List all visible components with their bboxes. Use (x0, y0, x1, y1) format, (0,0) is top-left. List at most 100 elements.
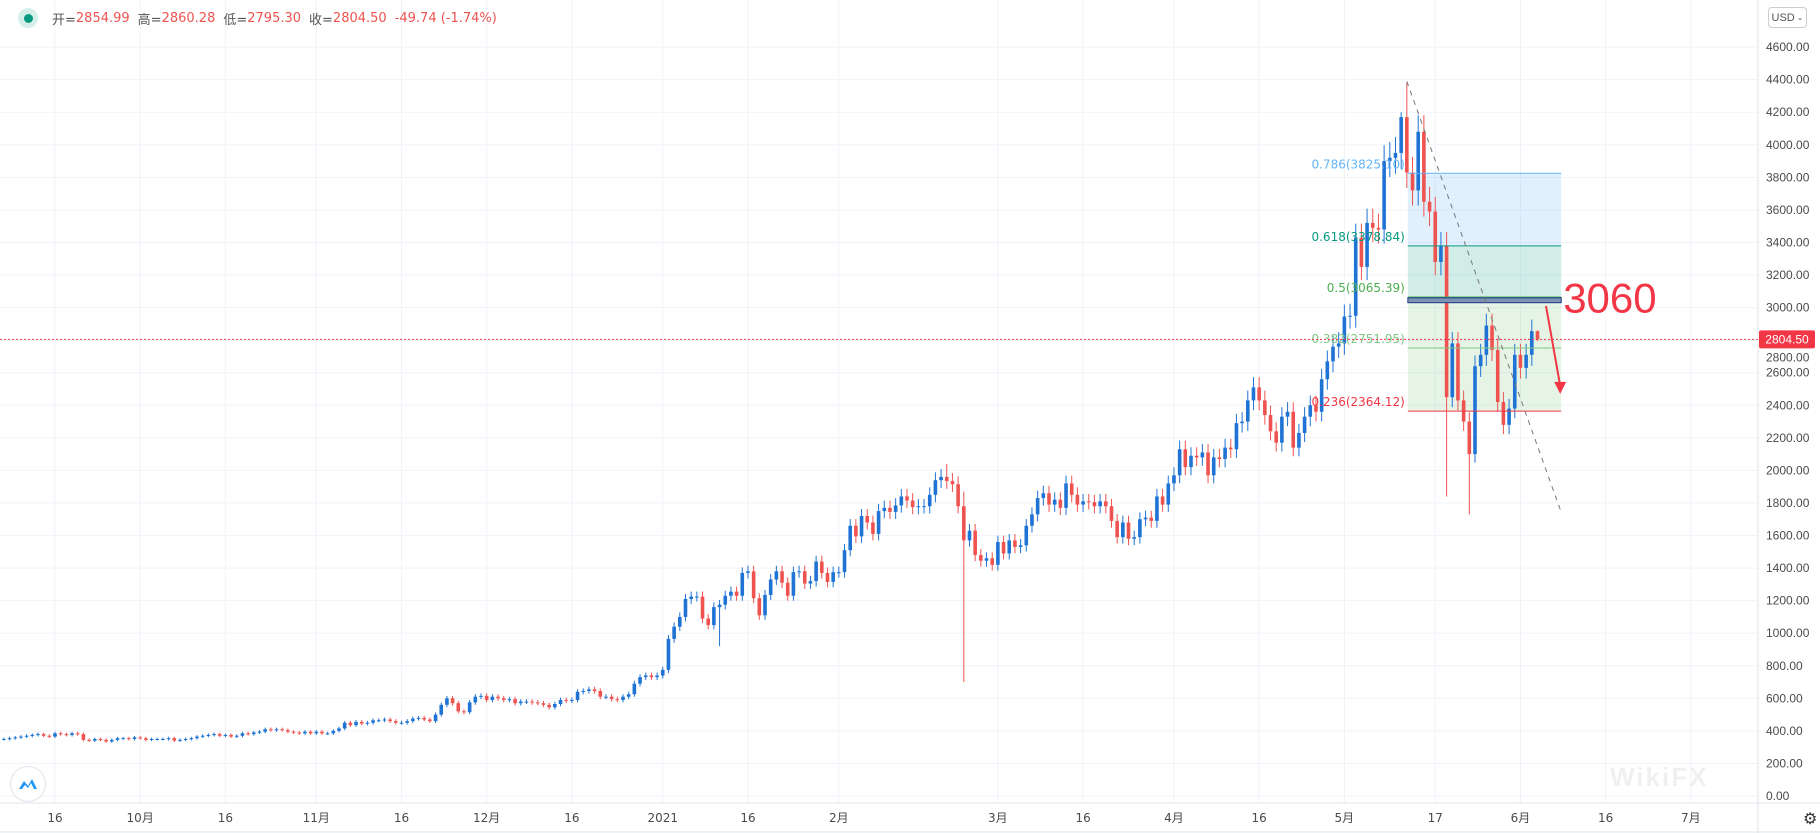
candle (161, 737, 165, 741)
candle (541, 700, 546, 708)
candle-body (1336, 343, 1341, 347)
candle-body (1263, 400, 1267, 416)
candle-body (121, 738, 125, 740)
candle-body (7, 738, 12, 740)
candle (1422, 115, 1426, 217)
candle (456, 700, 461, 714)
candle (1495, 338, 1500, 412)
candle-body (1359, 237, 1364, 267)
candle (1223, 438, 1227, 468)
candle (751, 565, 756, 604)
tradingview-logo-icon[interactable] (10, 766, 46, 802)
candle-body (1069, 483, 1074, 495)
candle (1348, 303, 1352, 329)
candle (1501, 392, 1506, 435)
candle (1359, 223, 1364, 281)
candle (712, 602, 716, 630)
candle-body (92, 739, 97, 741)
candle-body (1200, 452, 1205, 458)
fib-level-label: 0.236(2364.12) (1311, 395, 1404, 409)
candle-body (1155, 496, 1159, 521)
candle-body (399, 722, 404, 724)
candle-body (791, 572, 796, 596)
candle (655, 672, 659, 681)
candle (1388, 141, 1392, 177)
candle-body (1047, 493, 1051, 505)
candle-body (854, 525, 858, 537)
candle-body (530, 701, 534, 703)
price-axis (1758, 0, 1820, 833)
candle (587, 686, 591, 694)
candle-body (161, 739, 165, 741)
candle-body (320, 731, 324, 734)
candle (1075, 487, 1080, 512)
candle-body (36, 734, 40, 736)
candle-body (1393, 152, 1398, 158)
candle-body (1399, 117, 1403, 153)
price-tick-label: 2800.00 (1766, 350, 1810, 364)
candle (1393, 136, 1398, 174)
candle (422, 715, 426, 722)
candle (325, 731, 330, 735)
candle-body (746, 571, 750, 573)
candle (524, 699, 529, 704)
ohlc-legend: 开= 2854.99 高= 2860.28 低= 2795.30 收= 2804… (18, 8, 505, 28)
candle-body (996, 542, 1000, 565)
candle-body (927, 494, 932, 507)
candle (7, 736, 12, 741)
candle (536, 700, 540, 706)
candle (1001, 535, 1006, 560)
candle-body (388, 719, 392, 722)
candle-body (695, 596, 699, 598)
price-tick-label: 200.00 (1766, 756, 1803, 770)
candle (1274, 422, 1278, 452)
candle (1160, 488, 1165, 512)
fib-zone-fill (1407, 173, 1562, 246)
candle (1058, 492, 1063, 516)
open-label: 开= (52, 12, 76, 28)
candle-body (905, 496, 909, 501)
candle (359, 720, 364, 726)
fib-level-label: 0.382(2751.95) (1311, 332, 1404, 346)
candle (632, 680, 637, 697)
candle-body (371, 720, 375, 723)
price-tick-label: 4200.00 (1766, 105, 1810, 119)
candle-body (553, 704, 557, 708)
candle-body (678, 616, 682, 627)
high-label: 高= (137, 12, 162, 28)
candle (257, 730, 262, 735)
settings-gear-icon[interactable]: ⚙ (1803, 811, 1818, 828)
currency-button[interactable]: USD ⌄ (1768, 7, 1807, 28)
price-tick-label: 2200.00 (1766, 431, 1810, 445)
candle (643, 672, 648, 681)
candle-body (1535, 331, 1540, 340)
candle-body (490, 696, 495, 700)
candle (1052, 492, 1057, 512)
candle (81, 732, 86, 742)
candle (1410, 156, 1415, 206)
time-tick-label: 16 (740, 811, 755, 825)
candle (320, 730, 324, 735)
candle-body (1348, 315, 1352, 317)
time-tick-label: 2月 (829, 811, 849, 825)
candle-body (189, 738, 194, 740)
candle-body (1444, 245, 1449, 398)
candle (842, 544, 847, 578)
candle-body (513, 699, 517, 704)
candle-body (683, 599, 688, 617)
candle (303, 730, 307, 735)
candle (1314, 395, 1318, 422)
candle (1013, 534, 1017, 554)
candle-body (1257, 387, 1261, 401)
candle (19, 735, 23, 739)
candle-body (837, 572, 841, 574)
candle (882, 500, 887, 519)
candle (615, 696, 620, 703)
candle (1018, 539, 1023, 554)
candle-body (865, 515, 870, 523)
candle-body (1427, 201, 1432, 212)
arrow-head-icon (1554, 381, 1567, 394)
candle-body (1126, 522, 1131, 539)
candle (1228, 438, 1233, 458)
